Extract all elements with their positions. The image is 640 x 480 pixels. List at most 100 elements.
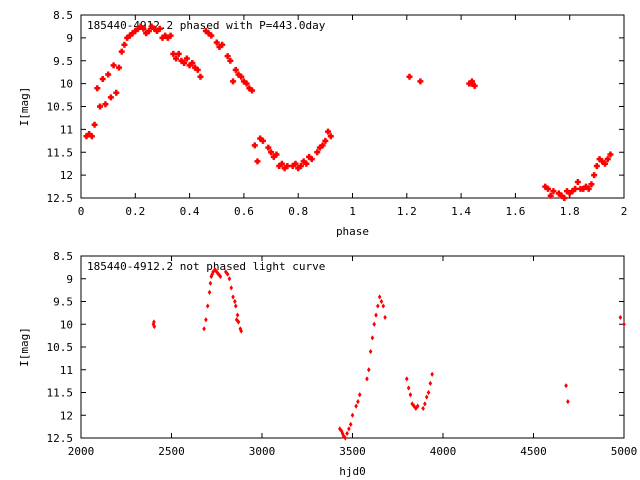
y-tick-label: 12.5: [47, 192, 74, 205]
data-point: [278, 160, 285, 167]
unphased-y-axis-label: I[mag]: [18, 327, 31, 367]
data-point: [202, 326, 206, 332]
data-point: [208, 32, 215, 39]
y-tick-label: 10.5: [47, 341, 74, 354]
data-point: [428, 380, 433, 386]
x-tick-label: 5000: [611, 445, 638, 458]
data-point: [229, 285, 234, 291]
x-tick-label: 0.8: [288, 205, 308, 218]
x-tick-label: 3000: [249, 445, 276, 458]
data-point: [251, 142, 258, 149]
data-point: [622, 321, 626, 327]
data-point: [194, 66, 201, 73]
data-point: [113, 89, 120, 96]
data-point: [224, 269, 228, 275]
data-point: [423, 401, 427, 407]
data-point: [209, 273, 214, 280]
data-point: [566, 399, 570, 405]
y-tick-label: 11.5: [47, 146, 74, 159]
data-point: [408, 392, 413, 398]
data-point: [152, 319, 156, 325]
data-point: [572, 185, 579, 192]
data-point: [314, 149, 321, 156]
data-point: [564, 383, 568, 389]
data-point: [254, 158, 261, 165]
data-point: [319, 142, 326, 149]
data-point: [259, 137, 266, 144]
data-point: [249, 87, 256, 94]
data-point: [152, 323, 157, 330]
data-point: [585, 185, 592, 192]
x-tick-label: 1.6: [505, 205, 525, 218]
data-point: [377, 294, 382, 300]
data-point: [110, 62, 117, 69]
data-point: [406, 73, 413, 80]
data-point: [547, 192, 554, 199]
data-point: [230, 78, 237, 85]
x-tick-label: 1.2: [397, 205, 417, 218]
data-point: [205, 303, 210, 309]
data-point: [116, 64, 123, 71]
y-tick-label: 12.5: [47, 432, 74, 445]
y-tick-label: 9: [66, 32, 73, 45]
x-tick-label: 3500: [339, 445, 366, 458]
data-point: [213, 267, 217, 273]
data-point: [374, 312, 378, 318]
phased-axis-ticks: 0 0.2 0.4 0.6 0.8 1 1.2 1.4 1.6 1.8 2 8.5 9 9.5 10 10.5…: [47, 9, 628, 218]
data-point: [156, 25, 163, 32]
data-point: [273, 151, 280, 158]
data-point: [265, 144, 272, 151]
phased-x-axis-label: phase: [336, 225, 369, 238]
x-tick-label: 0.2: [125, 205, 145, 218]
data-point: [561, 195, 568, 201]
y-tick-label: 10: [60, 78, 73, 91]
data-point: [208, 280, 213, 286]
data-point: [183, 55, 190, 62]
data-point: [345, 430, 349, 437]
unphased-light-curve-panel: 185440-4912.2 not phased light curve hjd…: [18, 250, 637, 478]
x-tick-label: 1: [349, 205, 356, 218]
x-tick-label: 0: [78, 205, 85, 218]
data-point: [145, 28, 152, 35]
data-point: [140, 25, 147, 32]
phased-y-axis-label: I[mag]: [18, 87, 31, 127]
data-point: [91, 121, 98, 128]
data-point: [197, 73, 204, 80]
x-tick-label: 1.4: [451, 205, 471, 218]
data-point: [99, 76, 106, 83]
data-point: [574, 178, 581, 185]
data-point: [170, 50, 177, 57]
x-tick-label: 4500: [520, 445, 547, 458]
data-point: [118, 48, 125, 55]
unphased-data-points: [151, 267, 626, 441]
unphased-axis-ticks: 2000 2500 3000 3500 4000 4500 5000 8.5 9 9.5 10 10.…: [47, 250, 638, 458]
y-tick-label: 10: [60, 318, 73, 331]
data-point: [121, 41, 128, 48]
data-point: [604, 156, 611, 163]
data-point: [366, 367, 371, 373]
data-point: [88, 133, 95, 140]
data-point: [544, 185, 551, 192]
data-point: [97, 103, 104, 110]
x-tick-label: 2500: [158, 445, 185, 458]
data-point: [236, 319, 241, 325]
data-point: [233, 303, 238, 309]
data-point: [357, 392, 362, 398]
data-point: [421, 405, 425, 412]
data-point: [235, 312, 240, 318]
data-point: [354, 403, 358, 409]
data-point: [368, 348, 373, 355]
data-point: [356, 399, 360, 405]
data-point: [607, 151, 614, 158]
data-point: [204, 317, 208, 323]
data-point: [105, 71, 112, 78]
data-point: [424, 394, 429, 400]
data-point: [417, 78, 424, 85]
y-tick-label: 9.5: [53, 55, 73, 68]
data-point: [233, 298, 237, 305]
data-point: [189, 60, 196, 67]
data-point: [405, 376, 409, 382]
y-tick-label: 11.5: [47, 387, 74, 400]
data-point: [343, 435, 348, 441]
